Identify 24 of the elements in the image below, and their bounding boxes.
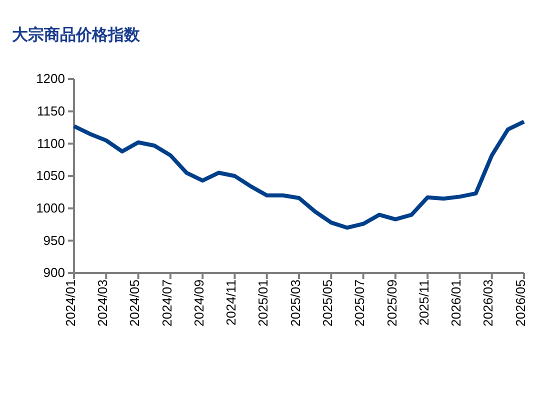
chart-title: 大宗商品价格指数 (12, 25, 141, 44)
x-tick-label: 2024/07 (159, 280, 174, 326)
x-tick-label: 2026/05 (512, 280, 528, 326)
x-tick-label: 2024/05 (127, 280, 142, 326)
x-tick-label: 2025/07 (352, 280, 368, 326)
y-tick-label: 1000 (36, 200, 65, 216)
x-tick-label: 2024/09 (191, 280, 206, 326)
y-tick-label: 950 (43, 232, 65, 248)
x-tick-label: 2025/09 (384, 280, 400, 326)
y-tick-label: 1050 (36, 168, 65, 184)
x-tick-label: 2026/03 (480, 280, 496, 326)
y-tick-label: 1150 (37, 103, 65, 118)
x-tick-label: 2025/05 (320, 280, 335, 326)
y-tick-label: 1200 (36, 71, 65, 86)
x-tick-label: 2024/03 (94, 280, 110, 326)
y-tick-label: 900 (43, 265, 65, 280)
x-tick-label: 2026/01 (448, 280, 464, 326)
x-tick-label: 2025/11 (416, 280, 432, 326)
x-tick-label: 2024/01 (62, 280, 78, 326)
x-tick-label: 2025/01 (256, 280, 271, 326)
x-tick-label: 2024/11 (224, 280, 239, 326)
line-series (72, 120, 526, 230)
x-tick-label: 2025/03 (288, 280, 303, 326)
y-tick-label: 1100 (37, 136, 65, 151)
